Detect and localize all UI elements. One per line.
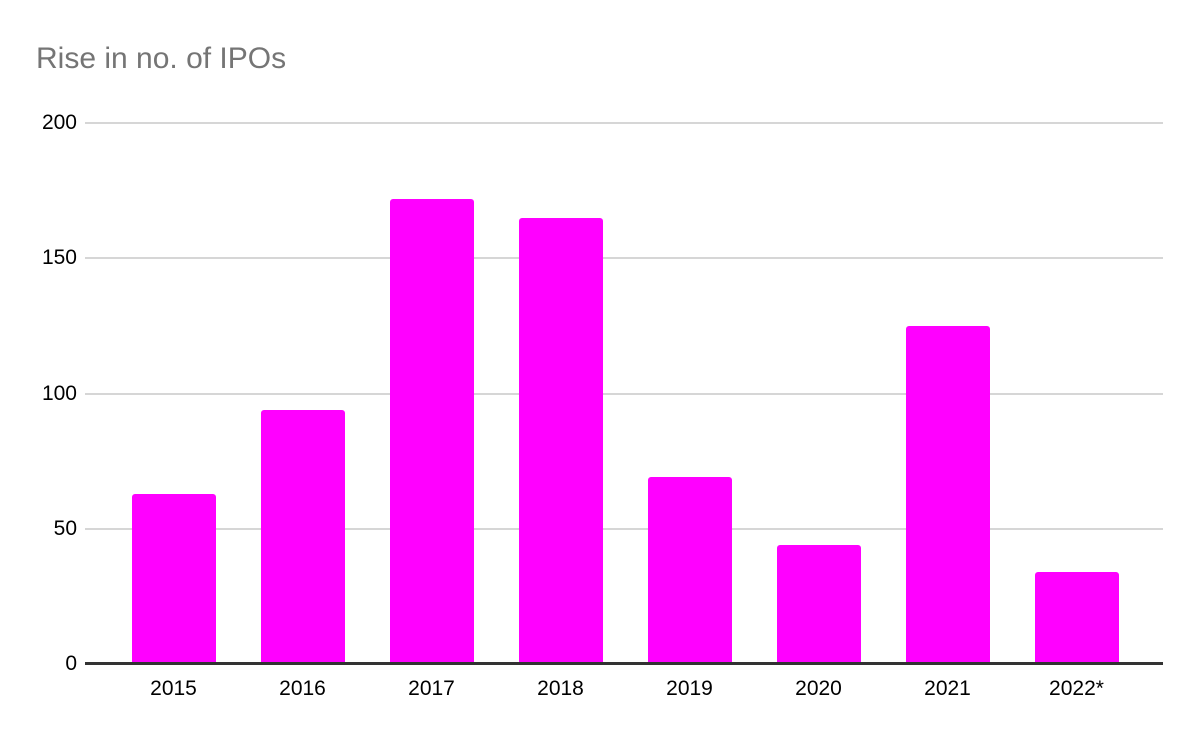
bar-slot-2020 [754,123,883,664]
bar-slot-2019 [625,123,754,664]
gridline-50 [85,527,1163,530]
bar-slot-2016 [238,123,367,664]
plot-area [85,122,1163,665]
bar-slot-2018 [496,123,625,664]
bar-2016 [260,409,345,664]
chart-title: Rise in no. of IPOs [36,42,287,75]
x-axis-tick-label-2018: 2018 [537,677,584,700]
bar-2019 [647,477,732,664]
bar-slot-2015 [109,123,238,664]
bar-slot-2021 [883,123,1012,664]
gridline-200 [85,122,1163,124]
gridline-100 [85,392,1163,395]
bars-row [109,123,1141,664]
x-axis-tick-label-2020: 2020 [795,677,842,700]
y-axis-tick-label-200: 200 [41,111,77,134]
x-axis-tick-label-2021: 2021 [924,677,971,700]
bar-2022 [1034,572,1119,664]
gridline-150 [85,257,1163,260]
x-axis-line [85,662,1163,665]
bar-2020 [776,544,861,664]
x-axis-tick-label-2019: 2019 [666,677,713,700]
bar-2018 [518,217,603,664]
y-axis-tick-label-50: 50 [53,516,77,540]
bar-2015 [131,493,216,664]
bar-slot-2022 [1012,123,1141,664]
x-axis-tick-label-2022: 2022* [1049,677,1104,700]
bar-2021 [905,325,990,664]
x-axis-tick-label-2017: 2017 [408,677,455,700]
y-axis-tick-label-150: 150 [41,246,77,270]
bar-slot-2017 [367,123,496,664]
bar-2017 [389,198,474,664]
y-axis-tick-label-0: 0 [65,652,77,675]
x-axis-tick-label-2016: 2016 [279,677,326,700]
y-axis-tick-label-100: 100 [41,381,77,405]
x-axis-tick-label-2015: 2015 [150,677,197,700]
x-labels-row: 2015 2016 2017 2018 2019 2020 2021 2022* [109,676,1141,702]
